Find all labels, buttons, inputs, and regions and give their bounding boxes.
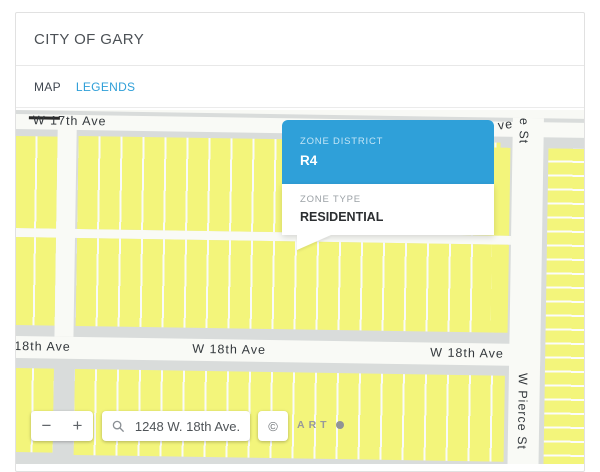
carto-letters: ART [297, 419, 331, 431]
tab-bar: MAP LEGENDS [16, 66, 584, 108]
parcel-block [492, 147, 511, 236]
parcel-block [16, 236, 56, 326]
zoom-out-button[interactable]: − [41, 416, 52, 435]
zone-type-label: ZONE TYPE [300, 194, 361, 205]
zoom-control: − + [31, 411, 93, 441]
tab-map[interactable]: MAP [34, 79, 61, 94]
street-label-pierce: W Pierce St [514, 372, 530, 451]
street-label-18th-center: W 18th Ave [192, 341, 267, 357]
search-icon [112, 420, 124, 432]
search-input[interactable]: 1248 W. 18th Ave. [102, 411, 250, 441]
zone-district-label: ZONE DISTRICT [300, 136, 384, 147]
card-header: CITY OF GARY [16, 13, 584, 66]
zoom-in-button[interactable]: + [72, 416, 83, 435]
parcel-block-east [543, 148, 584, 464]
map-canvas[interactable]: W 17th Ave ve e St 18th Ave W 18th Ave W… [16, 110, 584, 464]
carto-watermark: ART [297, 419, 344, 431]
popup-pointer [297, 235, 331, 250]
tab-legends[interactable]: LEGENDS [75, 79, 136, 94]
zone-district-value: R4 [300, 153, 318, 168]
parcel-block [75, 237, 499, 333]
copyright-icon: © [268, 418, 278, 434]
street-label-ave-fragment: ve [497, 116, 514, 133]
search-value: 1248 W. 18th Ave. [134, 418, 241, 434]
street-left-vertical [54, 114, 77, 337]
street-label-18th-left: 18th Ave [16, 339, 71, 354]
app-card: CITY OF GARY MAP LEGENDS [15, 12, 585, 472]
attribution-button[interactable]: © [258, 411, 288, 441]
zone-type-section: ZONE TYPE RESIDENTIAL [282, 184, 494, 235]
street-label-17th: W 17th Ave [32, 113, 107, 129]
parcel-block [490, 244, 509, 333]
zone-info-popup: ZONE DISTRICT R4 ZONE TYPE RESIDENTIAL [282, 120, 494, 250]
page-title: CITY OF GARY [34, 30, 145, 48]
street-label-pierce-top: e St [516, 117, 531, 145]
zone-district-section: ZONE DISTRICT R4 [282, 120, 494, 184]
carto-dot-icon [335, 421, 344, 429]
parcel-block [16, 135, 58, 229]
street-label-18th-right: W 18th Ave [430, 345, 505, 361]
zone-type-value: RESIDENTIAL [300, 210, 384, 224]
